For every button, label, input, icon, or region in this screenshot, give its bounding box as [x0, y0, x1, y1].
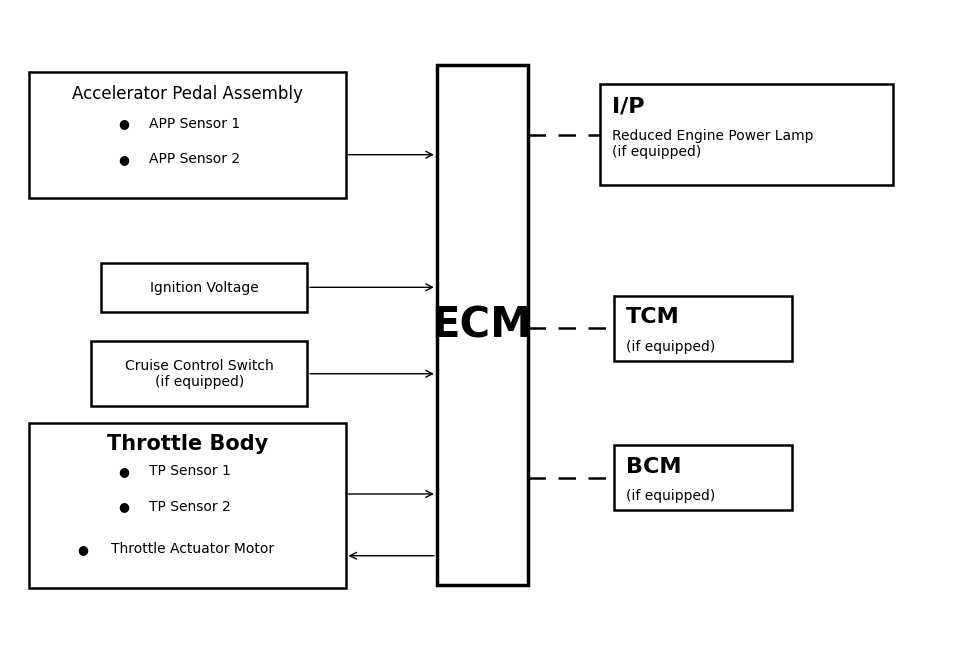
Text: I/P: I/P [612, 96, 644, 116]
Text: ●: ● [118, 500, 130, 514]
Bar [29, 72, 346, 198]
Text: ●: ● [77, 543, 88, 556]
Text: Throttle Body: Throttle Body [107, 434, 268, 454]
Text: Ignition Voltage: Ignition Voltage [150, 281, 258, 294]
Text: Reduced Engine Power Lamp
(if equipped): Reduced Engine Power Lamp (if equipped) [612, 129, 813, 159]
Text: (if equipped): (if equipped) [626, 489, 715, 504]
Bar [614, 445, 792, 510]
Text: TP Sensor 1: TP Sensor 1 [149, 464, 231, 478]
Bar [29, 422, 346, 588]
Text: BCM: BCM [626, 457, 682, 477]
Text: TP Sensor 2: TP Sensor 2 [149, 500, 231, 514]
Text: ●: ● [118, 117, 130, 130]
Bar [600, 84, 893, 185]
Text: Throttle Actuator Motor: Throttle Actuator Motor [111, 542, 275, 556]
Text: Cruise Control Switch
(if equipped): Cruise Control Switch (if equipped) [125, 359, 274, 389]
Text: (if equipped): (if equipped) [626, 340, 715, 354]
Text: APP Sensor 1: APP Sensor 1 [149, 116, 240, 131]
Text: Accelerator Pedal Assembly: Accelerator Pedal Assembly [72, 84, 302, 103]
Bar [437, 65, 528, 585]
Bar [91, 341, 307, 406]
Text: APP Sensor 2: APP Sensor 2 [149, 152, 240, 166]
Text: ●: ● [118, 153, 130, 166]
Bar [101, 263, 307, 312]
Text: ●: ● [118, 465, 130, 478]
Text: ECM: ECM [432, 304, 532, 346]
Bar [614, 296, 792, 361]
Text: TCM: TCM [626, 307, 680, 328]
